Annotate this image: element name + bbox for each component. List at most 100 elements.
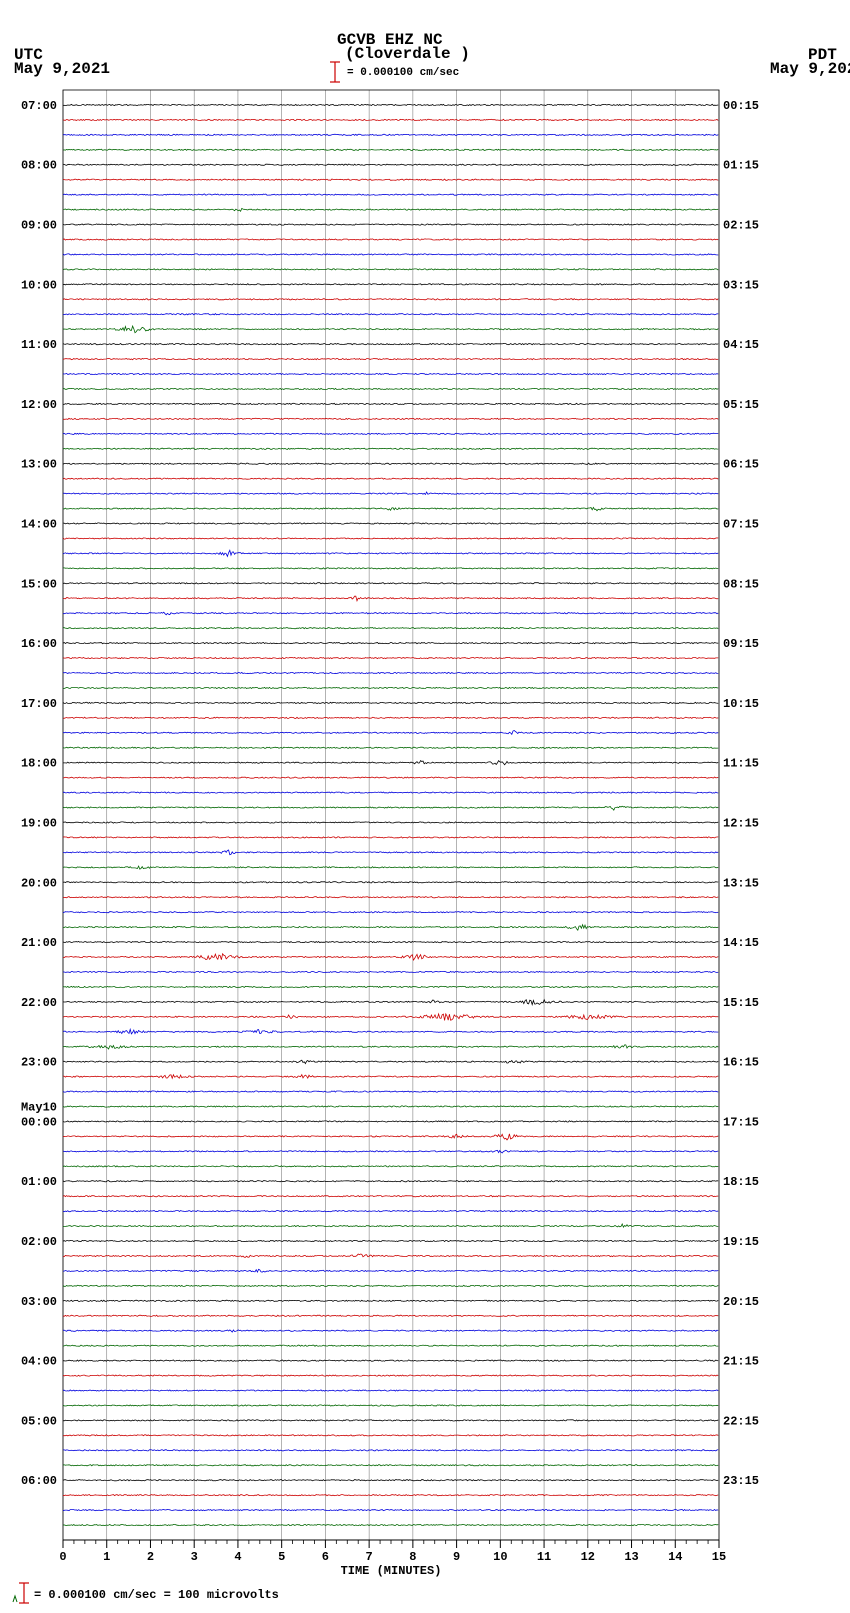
utc-time-label: 00:00 [21, 1115, 57, 1129]
utc-time-label: 05:00 [21, 1414, 57, 1428]
trace-row [63, 717, 718, 718]
trace-row [63, 299, 718, 300]
pdt-time-label: 20:15 [723, 1295, 759, 1309]
x-tick-label: 6 [322, 1550, 329, 1564]
trace-row [63, 822, 718, 823]
trace-row [63, 359, 718, 360]
trace-row [63, 149, 718, 150]
trace-row [63, 254, 718, 255]
pdt-time-label: 10:15 [723, 697, 759, 711]
trace-row [63, 326, 718, 333]
pdt-time-label: 11:15 [723, 757, 759, 771]
utc-time-label: 08:00 [21, 159, 57, 173]
pdt-time-label: 03:15 [723, 278, 759, 292]
pdt-time-label: 02:15 [723, 219, 759, 233]
trace-row [63, 1405, 718, 1406]
trace-row [63, 538, 718, 539]
trace-row [63, 194, 718, 195]
utc-time-label: 19:00 [21, 816, 57, 830]
trace-row [63, 954, 718, 960]
trace-row [63, 568, 718, 569]
trace-row [63, 747, 718, 748]
trace-row [63, 1315, 718, 1316]
trace-row [63, 418, 718, 419]
x-tick-label: 1 [103, 1550, 110, 1564]
trace-row [63, 478, 718, 479]
trace-row [63, 1435, 718, 1436]
utc-time-label: 01:00 [21, 1175, 57, 1189]
trace-row [63, 463, 718, 464]
utc-time-label: 20:00 [21, 876, 57, 890]
trace-row [63, 1000, 718, 1005]
pdt-time-label: 13:15 [723, 876, 759, 890]
trace-row [63, 1091, 718, 1092]
trace-row [63, 942, 718, 943]
trace-row [63, 1014, 718, 1021]
pdt-time-label: 00:15 [723, 99, 759, 113]
utc-time-label: 16:00 [21, 637, 57, 651]
trace-row [63, 1224, 718, 1227]
trace-row [63, 403, 718, 404]
trace-row [63, 1181, 718, 1182]
utc-time-label: 06:00 [21, 1474, 57, 1488]
trace-row [63, 1029, 718, 1034]
trace-row [63, 1480, 718, 1481]
trace-row [63, 1134, 718, 1140]
trace-row [63, 628, 718, 629]
pdt-time-label: 14:15 [723, 936, 759, 950]
x-tick-label: 8 [409, 1550, 416, 1564]
trace-row [63, 433, 718, 434]
trace-row [63, 1254, 718, 1257]
trace-row [63, 164, 718, 165]
utc-time-label: 10:00 [21, 278, 57, 292]
utc-time-label: 15:00 [21, 577, 57, 591]
seismogram-plot: 07:0008:0009:0010:0011:0012:0013:0014:00… [0, 0, 850, 1613]
pdt-time-label: 23:15 [723, 1474, 759, 1488]
trace-row [63, 806, 718, 810]
utc-time-label: 03:00 [21, 1295, 57, 1309]
pdt-time-label: 18:15 [723, 1175, 759, 1189]
trace-row [63, 1285, 718, 1286]
pdt-time-label: 22:15 [723, 1414, 759, 1428]
trace-row [63, 1045, 718, 1049]
trace-row [63, 912, 718, 913]
trace-row [63, 657, 718, 658]
x-tick-label: 13 [624, 1550, 638, 1564]
trace-row [63, 239, 718, 240]
trace-row [63, 284, 718, 285]
trace-row [63, 1495, 718, 1496]
pdt-time-label: 19:15 [723, 1235, 759, 1249]
trace-row [63, 643, 718, 644]
utc-time-label: 17:00 [21, 697, 57, 711]
utc-time-label: 07:00 [21, 99, 57, 113]
pdt-time-label: 16:15 [723, 1056, 759, 1070]
trace-row [63, 866, 718, 869]
trace-row [63, 314, 718, 315]
plot-border [63, 90, 719, 1540]
trace-row [63, 837, 718, 838]
utc-time-label: 12:00 [21, 398, 57, 412]
trace-row [63, 1269, 718, 1272]
trace-row [63, 388, 718, 389]
utc-time-label: 18:00 [21, 757, 57, 771]
trace-row [63, 1121, 718, 1122]
trace-row [63, 1450, 718, 1451]
utc-time-label: 21:00 [21, 936, 57, 950]
trace-row [63, 850, 718, 855]
x-tick-label: 10 [493, 1550, 507, 1564]
utc-time-label: 11:00 [21, 338, 57, 352]
trace-row [63, 1166, 718, 1167]
x-tick-label: 14 [668, 1550, 682, 1564]
trace-row [63, 761, 718, 765]
trace-row [63, 1106, 718, 1107]
x-tick-label: 0 [59, 1550, 66, 1564]
trace-row [63, 882, 718, 883]
trace-row [63, 731, 718, 735]
trace-row [63, 1420, 718, 1421]
trace-row [63, 344, 718, 345]
pdt-time-label: 21:15 [723, 1355, 759, 1369]
trace-row [63, 596, 718, 601]
trace-row [63, 687, 718, 688]
trace-row [63, 971, 718, 972]
x-tick-label: 11 [537, 1550, 551, 1564]
